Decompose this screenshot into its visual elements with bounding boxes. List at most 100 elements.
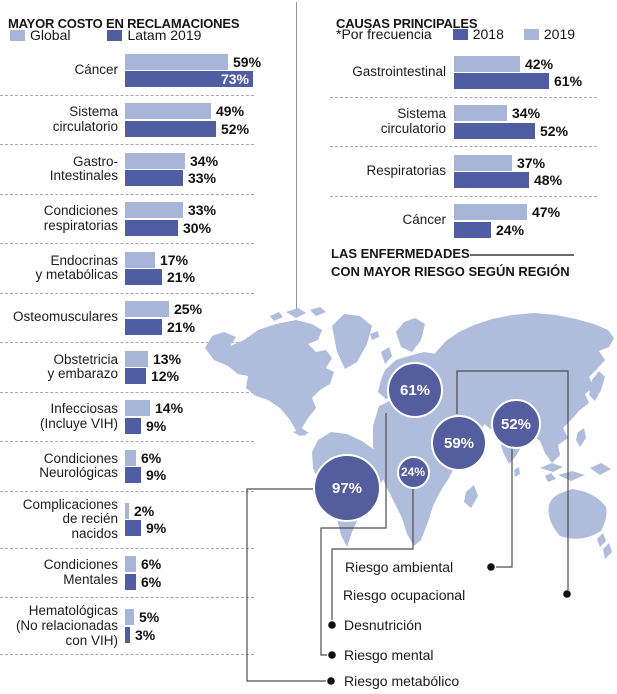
new-guinea bbox=[590, 463, 611, 475]
bar-value: 9% bbox=[146, 467, 167, 483]
dot-ocupacional bbox=[563, 590, 571, 598]
category-bars: 47% 24% bbox=[454, 203, 597, 240]
united-kingdom bbox=[381, 347, 392, 364]
chart-group: Sistema circulatorio 34% 52% bbox=[330, 98, 597, 147]
left-chart-groups: Cáncer 59% 73% Sistema circulatorio 49% 52% Ga… bbox=[0, 46, 261, 656]
bar-row: 17% bbox=[125, 251, 254, 268]
risk-label-riesgo-ambiental: Riesgo ambiental bbox=[345, 559, 454, 575]
dot-desnutricion bbox=[328, 621, 336, 629]
bar-global bbox=[125, 251, 155, 268]
scandinavia bbox=[396, 318, 425, 352]
category-label: Respiratorias bbox=[366, 162, 446, 178]
bar-row: 61% bbox=[454, 73, 597, 89]
legend-label-2019: 2019 bbox=[543, 26, 576, 42]
bar-row: 9% bbox=[125, 417, 254, 434]
category-bars: 33% 30% bbox=[125, 201, 254, 238]
chart-group: Condiciones Neurológicas 6% 9% bbox=[0, 442, 254, 492]
bar-row: 24% bbox=[454, 221, 597, 238]
category-bars: 34% 52% bbox=[454, 104, 597, 141]
new-zealand bbox=[597, 533, 612, 559]
philippines bbox=[576, 428, 586, 447]
bar-row: 6% bbox=[125, 449, 254, 466]
bar-row: 59% bbox=[125, 53, 262, 70]
category-bars: 14% 9% bbox=[125, 399, 254, 436]
bar-value: 17% bbox=[160, 251, 189, 268]
bar-row: 3% bbox=[125, 626, 254, 643]
madagascar bbox=[464, 485, 478, 508]
legend-swatch-2018-icon bbox=[452, 28, 468, 40]
legend-item-latam: Latam 2019 bbox=[107, 27, 201, 43]
category-label: Endocrinas y metabólicas bbox=[35, 252, 118, 283]
bar-global bbox=[125, 449, 136, 466]
category-bars: 34% 33% bbox=[125, 151, 254, 188]
chart-group: Hematológicas (No relacionadas con VIH) 5… bbox=[0, 598, 254, 656]
region-bubble-riesgo-metabólico: 97% bbox=[313, 454, 381, 522]
bar-value: 6% bbox=[141, 556, 162, 573]
bar-global bbox=[125, 502, 129, 519]
bar-latam-2019 bbox=[125, 417, 141, 434]
bar-value: 9% bbox=[146, 520, 167, 537]
legend-item-global: Global bbox=[10, 27, 70, 43]
bar-value: 3% bbox=[135, 626, 156, 643]
bar-2018 bbox=[454, 122, 535, 139]
bar-global bbox=[125, 103, 211, 119]
dot-metabolico bbox=[327, 677, 335, 685]
chart-group: Condiciones Mentales 6% 6% bbox=[0, 549, 254, 599]
australia bbox=[548, 489, 607, 539]
bar-global bbox=[125, 350, 148, 367]
category-bars: 49% 52% bbox=[125, 102, 254, 139]
risk-label-riesgo-ocupacional: Riesgo ocupacional bbox=[343, 587, 466, 603]
bar-value: 73% bbox=[220, 71, 249, 87]
bar-value: 47% bbox=[532, 204, 561, 220]
chart-group: Complicaciones de recién nacidos 2% 9% bbox=[0, 492, 254, 549]
legend-swatch-2019-icon bbox=[523, 28, 539, 40]
bar-row: 48% bbox=[454, 172, 597, 188]
chart-group: Condiciones respiratorias 33% 30% bbox=[0, 195, 254, 244]
category-bars: 17% 21% bbox=[125, 250, 254, 287]
category-label: Condiciones Mentales bbox=[43, 557, 118, 587]
bar-global bbox=[125, 152, 185, 169]
bar-row: 37% bbox=[454, 154, 597, 171]
bar-value: 49% bbox=[216, 103, 245, 119]
category-bars: 2% 9% bbox=[125, 501, 254, 538]
bar-global bbox=[125, 53, 228, 70]
bar-row: 30% bbox=[125, 219, 254, 236]
bar-value: 14% bbox=[155, 400, 184, 416]
region-bubble-riesgo-ambiental: 52% bbox=[491, 399, 541, 449]
bar-row: 52% bbox=[454, 122, 597, 139]
bar-value: 33% bbox=[188, 170, 217, 186]
greenland bbox=[332, 314, 372, 369]
dot-mental bbox=[328, 651, 336, 659]
bar-value: 59% bbox=[233, 53, 262, 70]
category-label: Hematológicas (No relacionadas con VIH) bbox=[15, 603, 118, 648]
chart-group: Gastro- Intestinales 34% 33% bbox=[0, 145, 254, 195]
bar-value: 25% bbox=[174, 301, 203, 317]
bar-value: 24% bbox=[496, 221, 525, 238]
bar-value: 37% bbox=[517, 154, 546, 171]
risk-label-riesgo-mental: Riesgo mental bbox=[344, 647, 434, 663]
bar-value: 48% bbox=[534, 172, 563, 188]
bar-row: 2% bbox=[125, 502, 254, 519]
category-bars: 25% 21% bbox=[125, 300, 254, 337]
category-label: Condiciones respiratorias bbox=[43, 203, 118, 233]
legend-label-latam: Latam 2019 bbox=[127, 27, 202, 43]
category-label: Gastro- Intestinales bbox=[49, 153, 118, 184]
category-label: Condiciones Neurológicas bbox=[39, 450, 118, 481]
bar-global bbox=[125, 301, 169, 317]
bar-2018 bbox=[454, 172, 529, 188]
bar-row: 33% bbox=[125, 170, 254, 186]
bar-row: 21% bbox=[125, 318, 254, 335]
bar-row: 25% bbox=[125, 301, 254, 317]
bar-row: 34% bbox=[454, 105, 597, 121]
bar-latam-2019 bbox=[125, 626, 130, 643]
map-section-title: LAS ENFERMEDADES CON MAYOR RIESGO SEGÚN … bbox=[331, 245, 570, 281]
chart-group: Osteomusculares 25% 21% bbox=[0, 294, 254, 343]
category-bars: 13% 12% bbox=[125, 349, 254, 386]
bar-2019 bbox=[454, 204, 527, 220]
bar-latam-2019 bbox=[125, 170, 183, 186]
iceland bbox=[370, 331, 379, 340]
arctic-islands bbox=[270, 307, 326, 321]
legend-item-2018: 2018 bbox=[452, 26, 504, 42]
bar-latam-2019 bbox=[125, 269, 162, 285]
dot-ambiental bbox=[487, 563, 495, 571]
